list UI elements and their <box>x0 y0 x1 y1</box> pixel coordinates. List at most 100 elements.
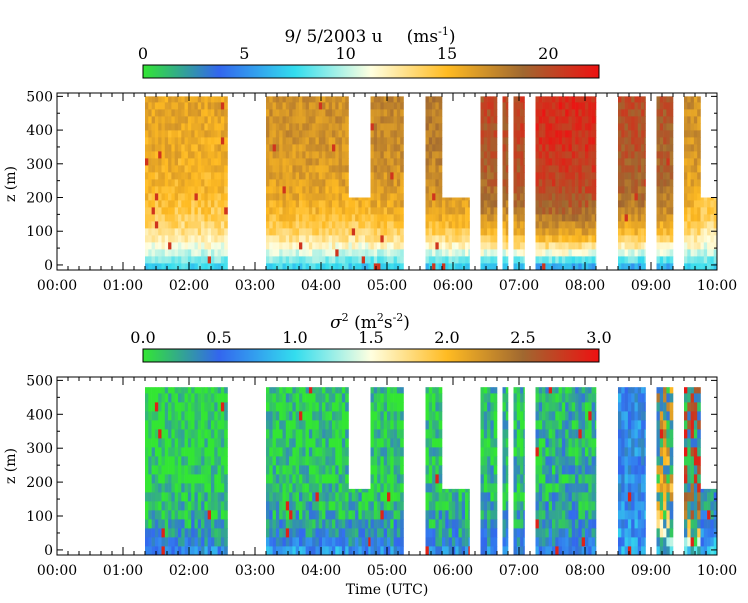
heatmap-cell <box>158 492 162 502</box>
x-tick-label: 10:00 <box>697 278 737 294</box>
heatmap-cell <box>535 546 540 556</box>
heatmap-cell <box>697 137 701 145</box>
heatmap-cell <box>272 474 277 484</box>
heatmap-cell <box>400 179 404 187</box>
heatmap-cell <box>174 228 179 236</box>
heatmap-cell <box>207 528 212 538</box>
heatmap-cell <box>184 256 189 264</box>
heatmap-cell <box>197 179 202 187</box>
heatmap-cell <box>299 546 303 556</box>
heatmap-cell <box>465 546 469 556</box>
heatmap-cell <box>355 519 359 529</box>
heatmap-cell <box>365 519 369 529</box>
heatmap-cell <box>542 109 546 117</box>
heatmap-cell <box>217 151 222 159</box>
heatmap-cell <box>341 109 346 117</box>
heatmap-cell <box>279 130 283 138</box>
heatmap-cell <box>425 528 430 538</box>
heatmap-cell <box>282 528 287 538</box>
heatmap-cell <box>282 393 287 403</box>
heatmap-cell <box>184 263 189 271</box>
heatmap-cell <box>377 420 381 430</box>
heatmap-cell <box>520 102 524 110</box>
heatmap-cell <box>571 256 576 264</box>
heatmap-cell <box>377 186 381 194</box>
heatmap-cell <box>618 151 622 159</box>
heatmap-cell <box>377 221 381 229</box>
heatmap-cell <box>380 193 384 201</box>
heatmap-cell <box>318 144 323 152</box>
heatmap-cell <box>396 172 401 180</box>
heatmap-cell <box>581 102 586 110</box>
heatmap-cell <box>204 411 208 421</box>
heatmap-cell <box>217 465 222 475</box>
heatmap-cell <box>285 179 290 187</box>
heatmap-cell <box>217 116 222 124</box>
heatmap-cell <box>312 137 316 145</box>
heatmap-cell <box>690 179 695 187</box>
heatmap-cell <box>396 420 401 430</box>
heatmap-cell <box>425 387 430 394</box>
heatmap-cell <box>145 200 149 208</box>
heatmap-cell <box>211 501 215 511</box>
heatmap-cell <box>483 102 488 110</box>
heatmap-cell <box>187 214 192 222</box>
heatmap-cell <box>571 96 576 103</box>
heatmap-cell <box>656 186 661 194</box>
heatmap-cell <box>308 158 313 166</box>
heatmap-cell <box>285 242 290 250</box>
heatmap-cell <box>548 116 553 124</box>
heatmap-cell <box>154 402 159 412</box>
heatmap-cell <box>370 96 375 103</box>
heatmap-cell <box>358 546 362 556</box>
heatmap-cell <box>451 546 456 556</box>
heatmap-cell <box>591 123 596 131</box>
heatmap-cell <box>351 519 356 529</box>
heatmap-cell <box>480 510 485 520</box>
heatmap-cell <box>355 214 359 222</box>
heatmap-cell <box>181 402 185 412</box>
heatmap-cell <box>445 235 449 243</box>
heatmap-cell <box>585 186 589 194</box>
heatmap-cell <box>335 537 339 547</box>
heatmap-cell <box>659 130 664 138</box>
heatmap-cell <box>302 109 306 117</box>
heatmap-cell <box>148 116 152 124</box>
heatmap-cell <box>555 200 559 208</box>
heatmap-cell <box>513 130 518 138</box>
heatmap-cell <box>158 447 162 457</box>
heatmap-cell <box>468 546 470 556</box>
heatmap-cell <box>214 228 218 236</box>
heatmap-cell <box>390 235 394 243</box>
heatmap-cell <box>387 179 391 187</box>
heatmap-cell <box>299 528 303 538</box>
heatmap-cell <box>438 420 443 430</box>
heatmap-cell <box>387 528 391 538</box>
heatmap-cell <box>266 165 270 173</box>
heatmap-cell <box>151 249 156 257</box>
heatmap-cell <box>707 256 711 264</box>
heatmap-cell <box>171 109 175 117</box>
heatmap-cell <box>325 186 329 194</box>
heatmap-cell <box>493 130 498 138</box>
heatmap-cell <box>555 186 559 194</box>
heatmap-cell <box>383 193 388 201</box>
heatmap-cell <box>490 200 494 208</box>
heatmap-cell <box>383 420 388 430</box>
heatmap-cell <box>700 221 705 229</box>
heatmap-cell <box>348 197 353 201</box>
heatmap-cell <box>158 235 162 243</box>
data-segment <box>513 387 525 556</box>
heatmap-cell <box>338 420 343 430</box>
heatmap-cell <box>520 123 524 131</box>
heatmap-cell <box>184 179 189 187</box>
heatmap-cell <box>710 235 714 243</box>
heatmap-cell <box>513 207 518 215</box>
heatmap-cell <box>328 221 333 229</box>
heatmap-cell <box>545 402 549 412</box>
heatmap-cell <box>548 144 553 152</box>
heatmap-cell <box>341 193 346 201</box>
heatmap-cell <box>211 214 215 222</box>
heatmap-cell <box>502 200 507 208</box>
heatmap-cell <box>161 483 166 493</box>
